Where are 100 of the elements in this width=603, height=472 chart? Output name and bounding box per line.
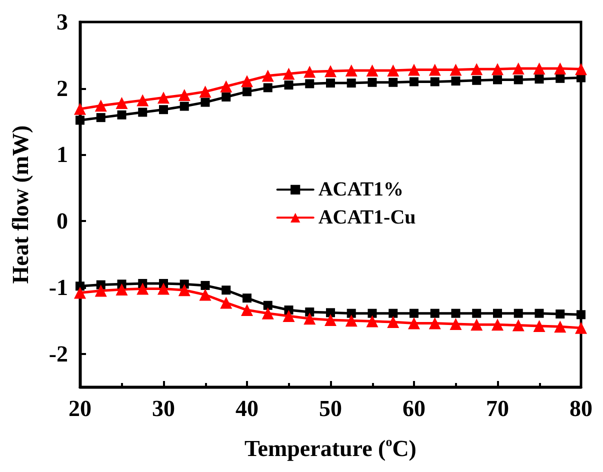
point [116,96,128,109]
x-tick-label: 30 [152,396,175,421]
point [388,308,398,318]
point [324,314,336,326]
point [282,68,295,80]
point [428,317,441,330]
point [470,318,483,331]
point [159,105,168,114]
point [366,64,378,76]
point [222,286,231,295]
point [368,78,377,87]
x-tick-label: 70 [486,396,509,421]
y-axis-title: Heat flow (mW) [8,125,33,284]
point [388,78,398,87]
x-tick-label: 40 [236,396,258,421]
x-tick-label: 20 [68,396,92,421]
point [556,310,565,318]
point [368,308,377,318]
point [74,102,86,115]
point [242,87,252,96]
y-tick-label: 1 [56,142,68,168]
point [533,320,546,332]
point [451,76,460,86]
point [492,318,504,331]
point [242,294,252,303]
y-tick-label: 3 [56,10,68,34]
point [326,308,335,318]
y-tick-label: 2 [56,76,68,101]
point [346,308,356,318]
point [408,317,420,330]
point [96,113,106,122]
point [199,288,212,301]
point [76,116,84,125]
point [263,83,272,92]
point [534,74,544,84]
point [556,74,565,83]
point [366,315,378,328]
point [262,70,274,82]
point [512,319,524,332]
point [533,62,546,74]
point [136,282,149,295]
point [222,92,231,102]
y-tick-label: 0 [56,208,68,234]
point [178,89,190,101]
point [180,102,189,111]
point [304,66,316,78]
point [199,86,212,98]
point [534,308,544,318]
point [410,308,418,318]
point [305,79,314,88]
point [94,284,107,297]
legend-label: ACAT1-Cu [318,206,416,229]
x-tick-label: 80 [570,396,592,421]
point [512,62,524,74]
legend-label: ACAT1% [318,178,404,201]
point [324,65,336,78]
point [158,92,170,104]
point [472,308,482,318]
point [241,304,253,316]
point [284,80,294,90]
point [138,108,148,117]
point [493,75,502,84]
point [220,80,232,92]
point [263,300,272,310]
point [493,308,502,318]
point [282,310,295,322]
point [554,320,566,333]
point [575,322,587,334]
point [575,63,587,76]
point [200,280,210,290]
point [117,110,126,120]
point [178,284,190,296]
point [116,283,128,296]
point [74,286,86,299]
point [241,75,253,88]
point [514,308,523,318]
point [410,77,418,86]
point [136,94,149,106]
point [430,77,440,86]
point [576,310,586,320]
x-tick-label: 50 [319,396,342,421]
point [326,78,335,88]
point [430,308,440,318]
point [451,308,460,318]
y-tick-label: -2 [48,341,68,366]
point [345,314,358,327]
y-tick-label: -1 [48,274,68,300]
point [220,296,232,309]
point [262,307,274,320]
point [387,64,400,76]
point [450,64,462,76]
point [472,76,482,85]
point [387,316,400,328]
point [200,98,210,107]
point [345,64,358,76]
x-tick-label: 60 [402,396,426,421]
point [408,64,420,76]
point [492,63,504,76]
point [450,318,462,330]
point [346,78,356,88]
